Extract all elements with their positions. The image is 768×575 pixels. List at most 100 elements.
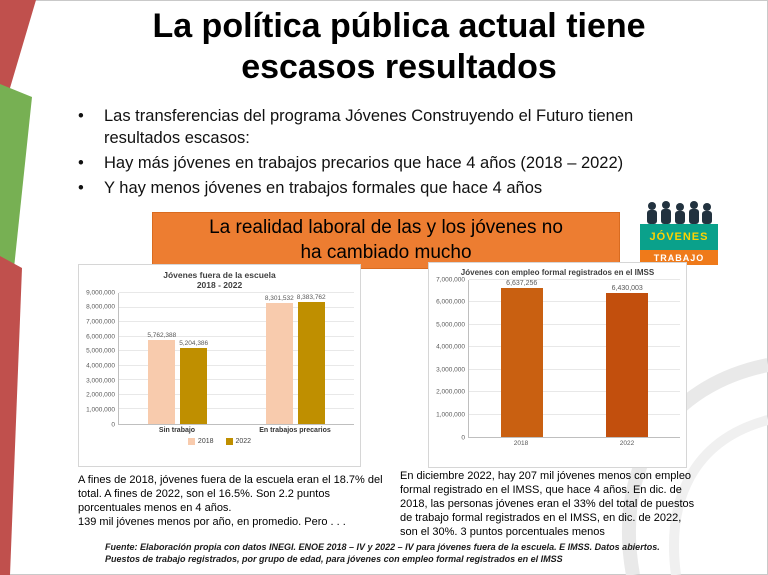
gridline — [469, 413, 680, 415]
y-axis-label: 1,000,000 — [436, 411, 465, 419]
bar-group: 8,301,532 8,383,762 — [265, 293, 326, 424]
y-axis-label: 8,000,000 — [86, 303, 115, 311]
note-left-paragraph-2: 139 mil jóvenes menos por año, en promed… — [78, 516, 346, 529]
x-axis-label: En trabajos precarios — [259, 427, 331, 434]
logo-text-jovenes: JÓVENES — [640, 224, 718, 250]
legend-label: 2018 — [197, 438, 214, 445]
y-axis-label: 6,000,000 — [436, 298, 465, 306]
bullet-list: Las transferencias del programa Jóvenes … — [74, 106, 702, 203]
bar-wrap: 5,204,386 — [179, 293, 208, 424]
bar-puestos-2022 — [606, 292, 649, 437]
chart-title: Jóvenes con empleo formal registrados en… — [460, 268, 655, 277]
y-axis-label: 4,000,000 — [86, 362, 115, 370]
bar-2022-Sin trabajo — [180, 348, 208, 424]
gridline — [119, 393, 354, 395]
gridline — [119, 292, 354, 293]
y-axis: 0 1,000,000 2,000,000 3,000,000 4,000,000 5,0… — [85, 288, 118, 427]
gridline — [119, 408, 354, 410]
bar-value-label: 6,430,003 — [611, 284, 643, 292]
plot: 5,762,388 5,204,386 8,301,532 8,383,762 — [118, 292, 354, 425]
plot: 6,637,256 6,430,003 — [468, 279, 680, 438]
bar-value-label: 8,383,762 — [296, 293, 326, 301]
y-axis-label: 2,000,000 — [436, 388, 465, 396]
legend-swatch — [187, 438, 195, 445]
chart-jovenes-fuera-escuela: Jóvenes fuera de la escuela 2018 - 2022 … — [78, 264, 361, 467]
x-axis-label: 2022 — [619, 440, 635, 447]
left-accent-decoration — [0, 0, 36, 575]
highlight-banner: La realidad laboral de las y los jóvenes… — [152, 212, 620, 270]
bullet-item: Y hay menos jóvenes en trabajos formales… — [74, 178, 702, 200]
y-axis: 0 1,000,000 2,000,000 3,000,000 4,000,000 5,0… — [435, 275, 468, 440]
title-line-1: La política pública actual tiene — [152, 7, 646, 45]
bullet-text: Hay más jóvenes en trabajos precarios qu… — [104, 153, 624, 172]
y-axis-label: 7,000,000 — [86, 318, 115, 326]
gridline — [469, 391, 680, 393]
y-axis-label: 7,000,000 — [436, 275, 465, 283]
bar-wrap: 8,383,762 — [297, 293, 326, 424]
note-left-chart: A fines de 2018, jóvenes fuera de la esc… — [78, 473, 384, 529]
y-axis-label: 2,000,000 — [86, 391, 115, 399]
x-axis: Sin trabajo En trabajos precarios — [118, 425, 354, 434]
bar-groups: 6,637,256 6,430,003 — [469, 280, 680, 437]
gridline — [469, 368, 680, 370]
y-axis-label: 9,000,000 — [86, 288, 115, 296]
gridline — [469, 279, 680, 280]
bar-groups: 5,762,388 5,204,386 8,301,532 8,383,762 — [119, 293, 354, 424]
bullet-text: Y hay menos jóvenes en trabajos formales… — [104, 178, 543, 197]
x-axis-label: 2018 — [513, 440, 529, 447]
legend-swatch — [225, 438, 233, 445]
y-axis-label: 1,000,000 — [86, 406, 115, 414]
gridline — [119, 321, 354, 323]
x-axis: 2018 2022 — [468, 438, 680, 447]
note-left-paragraph-1: A fines de 2018, jóvenes fuera de la esc… — [78, 474, 383, 515]
gridline — [119, 335, 354, 337]
y-axis-label: 5,000,000 — [86, 347, 115, 355]
y-axis-label: 3,000,000 — [436, 366, 465, 374]
logo-text-trabajo: TRABAJO — [640, 250, 718, 265]
bar-group: 5,762,388 5,204,386 — [147, 293, 208, 424]
gridline — [119, 306, 354, 308]
gridline — [119, 379, 354, 381]
bullet-text: Las transferencias del programa Jóvenes … — [104, 107, 634, 147]
chart-empleo-formal-imss: Jóvenes con empleo formal registrados en… — [428, 262, 687, 468]
bar-2022-En trabajos precarios — [297, 301, 325, 424]
chart-plot-area: 0 1,000,000 2,000,000 3,000,000 4,000,000 5,0… — [85, 288, 354, 427]
gridline — [469, 323, 680, 325]
bar-puestos-2018 — [500, 288, 543, 437]
y-axis-label: 5,000,000 — [436, 320, 465, 328]
bar-2018-Sin trabajo — [148, 340, 176, 424]
bar-wrap: 8,301,532 — [265, 293, 294, 424]
gridline — [469, 301, 680, 303]
page-title: La política pública actual tiene escasos… — [70, 6, 728, 88]
banner-line-2: ha cambiado mucho — [300, 242, 472, 264]
bar-wrap: 6,637,256 — [500, 280, 543, 437]
y-axis-label: 0 — [461, 433, 465, 441]
y-axis-label: 6,000,000 — [86, 332, 115, 340]
chart-plot-area: 0 1,000,000 2,000,000 3,000,000 4,000,000 5,0… — [435, 275, 680, 440]
bar-2018-En trabajos precarios — [265, 303, 293, 424]
bar-wrap: 6,430,003 — [606, 280, 649, 437]
people-silhouettes-icon — [647, 201, 712, 224]
bar-value-label: 6,637,256 — [506, 280, 538, 288]
bullet-item: Las transferencias del programa Jóvenes … — [74, 106, 702, 150]
x-axis-label: Sin trabajo — [158, 427, 196, 434]
bar-value-label: 8,301,532 — [264, 295, 294, 303]
bar-value-label: 5,762,388 — [147, 332, 177, 340]
chart-title: Jóvenes fuera de la escuela — [163, 270, 276, 280]
gridline — [119, 350, 354, 352]
chart-subtitle: 2018 - 2022 — [196, 280, 243, 290]
title-line-2: escasos resultados — [241, 47, 557, 86]
bar-wrap: 5,762,388 — [147, 293, 176, 424]
gridline — [469, 346, 680, 348]
note-right-paragraph: En diciembre 2022, hay 207 mil jóvenes m… — [400, 470, 695, 539]
y-axis-label: 3,000,000 — [86, 376, 115, 384]
banner-line-1: La realidad laboral de las y los jóvenes… — [209, 217, 563, 238]
legend-item: 2018 — [187, 438, 214, 445]
y-axis-label: 0 — [111, 420, 115, 428]
bar-group: 6,637,256 — [500, 280, 543, 437]
legend-item: 2022 — [225, 438, 251, 445]
note-right-chart: En diciembre 2022, hay 207 mil jóvenes m… — [400, 469, 700, 539]
bullet-item: Hay más jóvenes en trabajos precarios qu… — [74, 153, 702, 175]
chart-legend: 2018 2022 — [85, 438, 354, 445]
source-footnote: Fuente: Elaboración propia con datos INE… — [105, 542, 660, 564]
